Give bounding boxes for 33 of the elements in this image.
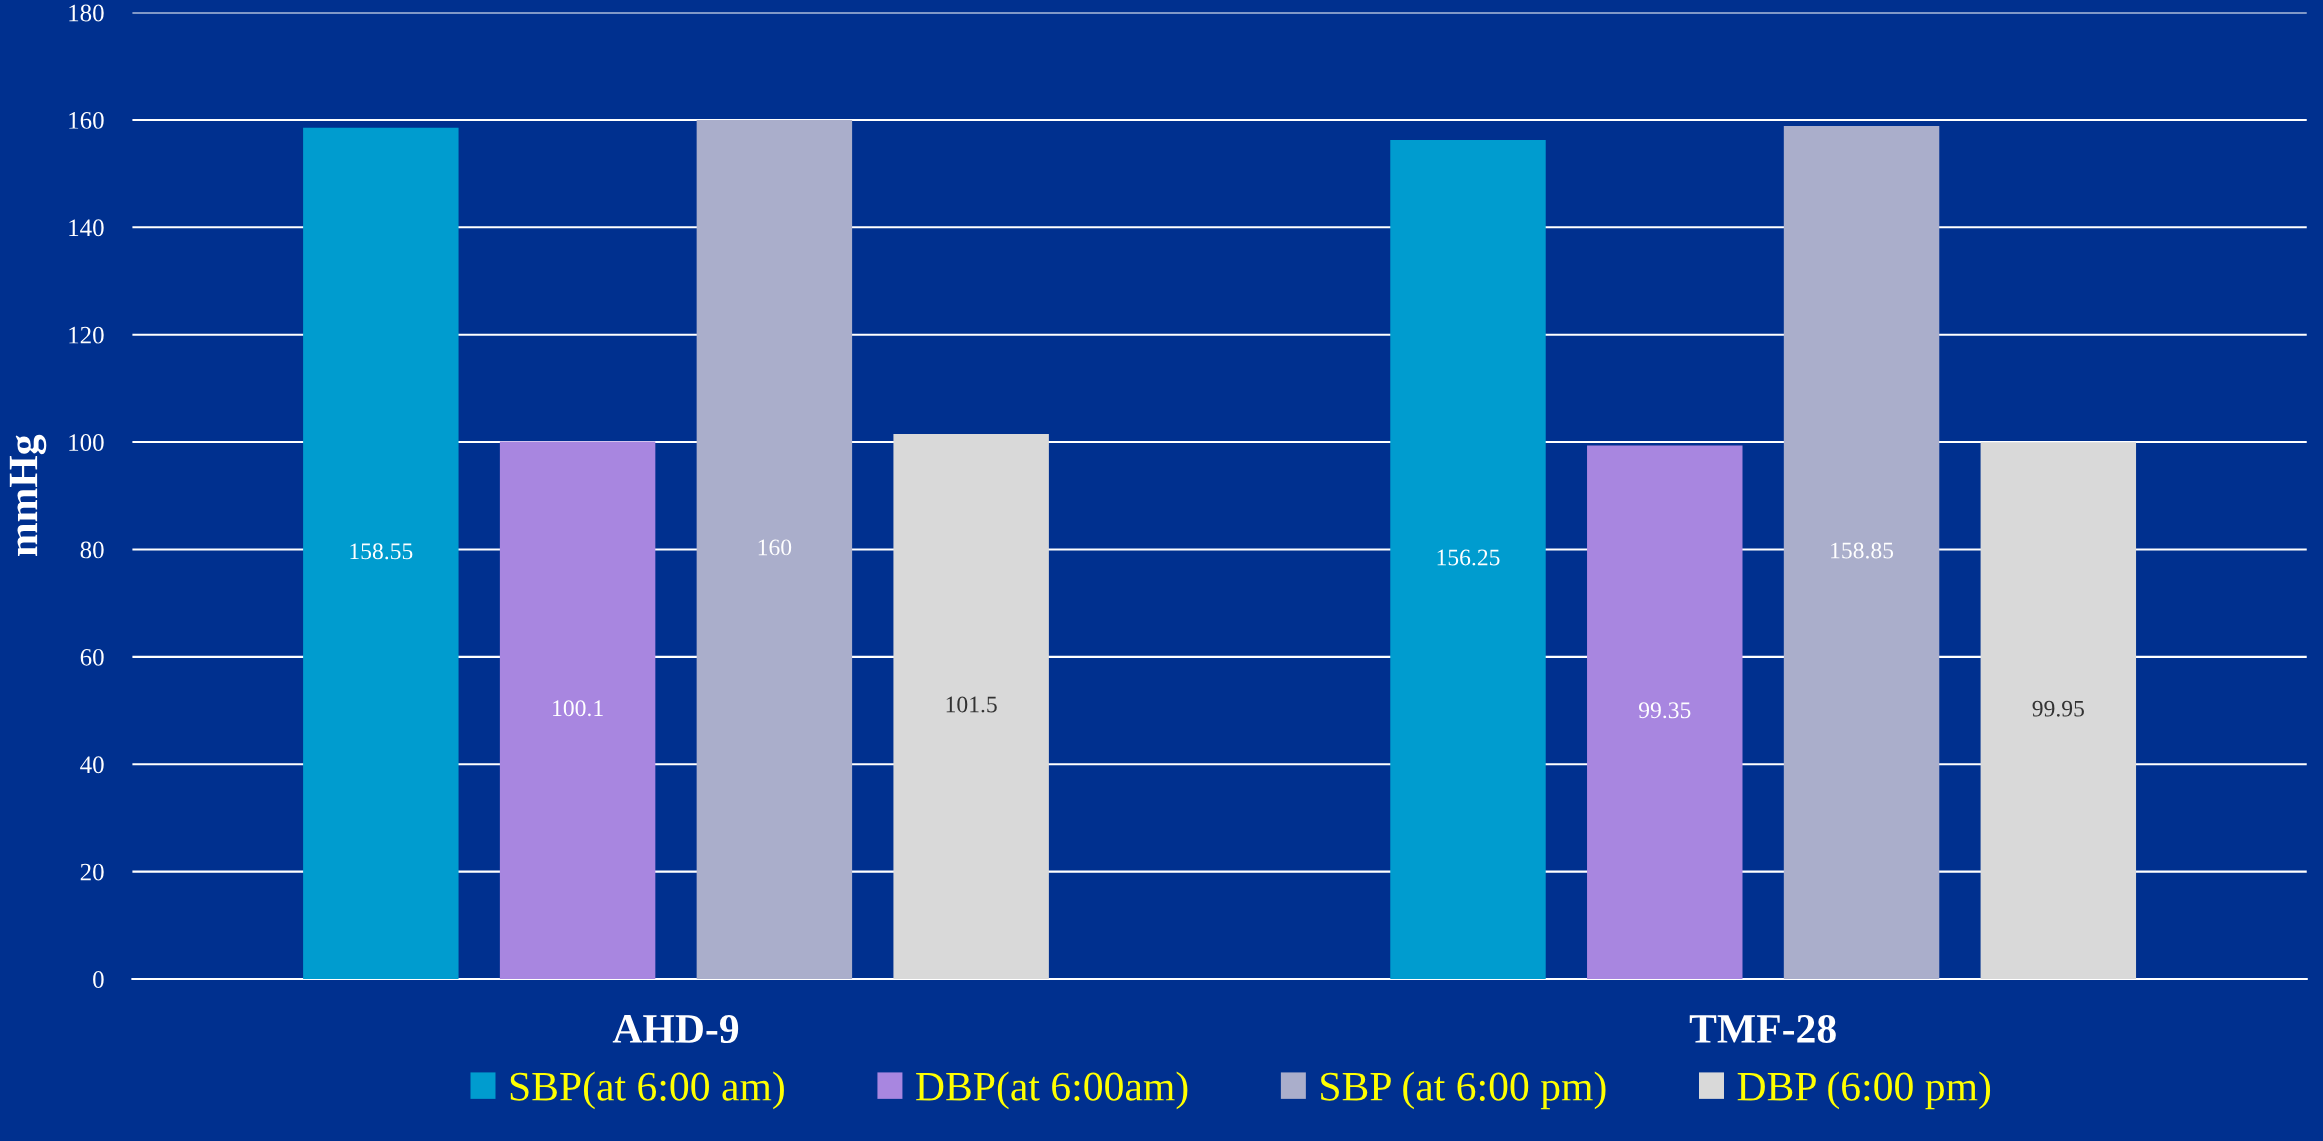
data-label: 99.95 [2032, 700, 2084, 717]
x-tick-label: TMF-28 [1689, 1014, 1836, 1044]
data-label: 100.1 [553, 700, 603, 717]
y-tick-label: 180 [69, 4, 104, 22]
y-tick-label: 160 [69, 111, 104, 129]
data-label: 160 [758, 539, 792, 556]
y-tick-label: 100 [69, 434, 104, 451]
y-tick-label: 80 [80, 541, 104, 559]
legend-label: DBP (6:00 pm) [1737, 1071, 1991, 1110]
data-label: 158.85 [1831, 542, 1894, 559]
legend-label: DBP(at 6:00am) [916, 1071, 1188, 1110]
bar [1980, 442, 2137, 979]
bar [499, 441, 656, 979]
x-tick-label: AHD-9 [612, 1015, 739, 1044]
legend-label: SBP(at 6:00 am) [510, 1071, 784, 1110]
y-tick-label: 0 [93, 971, 104, 988]
y-tick-label: 60 [80, 648, 104, 666]
bar [303, 127, 459, 979]
y-tick-label: 40 [80, 756, 104, 774]
data-label: 99.35 [1638, 702, 1691, 719]
bar [1783, 126, 1940, 979]
data-label: 101.5 [946, 696, 997, 713]
y-tick-label: 120 [69, 326, 104, 344]
y-tick-label: 20 [80, 863, 104, 881]
bar [1390, 140, 1546, 979]
y-axis-title: mmHg [9, 434, 47, 556]
bar [696, 119, 853, 979]
bar [1587, 445, 1743, 979]
data-label: 158.55 [350, 543, 413, 560]
legend-label: SBP (at 6:00 pm) [1321, 1071, 1606, 1110]
bar [893, 434, 1049, 979]
y-tick-label: 140 [69, 219, 104, 237]
data-label: 156.25 [1437, 549, 1500, 566]
